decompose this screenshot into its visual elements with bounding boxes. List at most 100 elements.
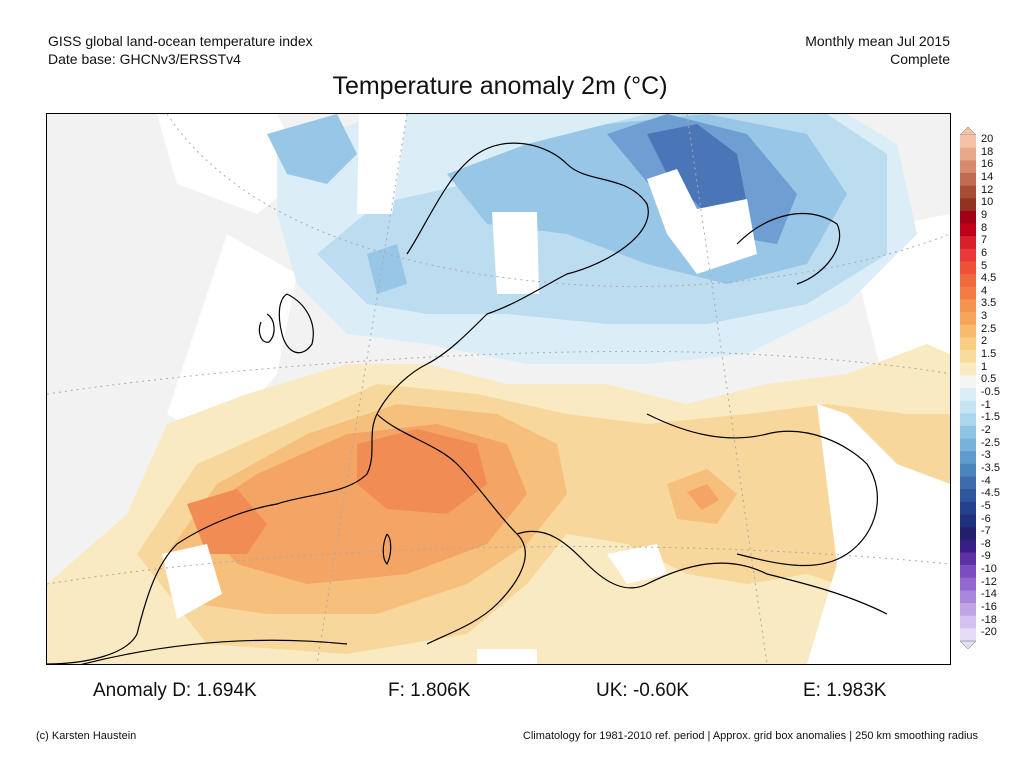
no-data-patch [477, 649, 537, 664]
cool-region-6 [267, 114, 357, 184]
colorbar-tick-label: 10 [981, 196, 994, 209]
anomaly-germany: Anomaly D: 1.694K [93, 680, 257, 701]
colorbar-swatch [960, 147, 976, 161]
colorbar-swatch [960, 375, 976, 389]
colorbar-tick-label: 20 [981, 133, 994, 145]
anomaly-france: F: 1.806K [388, 680, 471, 701]
header-left: GISS global land-ocean temperature index… [48, 32, 313, 68]
colorbar-swatch [960, 261, 976, 275]
no-data-patch [162, 544, 222, 619]
colorbar-tick-label: -1 [981, 398, 991, 411]
colorbar-tick-label: -16 [981, 601, 997, 614]
warm-region-8 [687, 484, 719, 510]
temperature-anomaly-map [46, 113, 951, 665]
colorbar-swatch [960, 210, 976, 224]
colorbar-swatch [960, 565, 976, 579]
colorbar-swatch [960, 413, 976, 427]
graticule [47, 114, 950, 664]
colorbar-tick-label: 1 [981, 360, 988, 373]
colorbar-swatch [960, 400, 976, 414]
colorbar-tick-label: -9 [981, 550, 991, 563]
map-canvas [47, 114, 950, 664]
colorbar-tick-label: 2.5 [981, 322, 997, 335]
no-data-patch [807, 404, 950, 664]
colorbar-swatch [960, 590, 976, 604]
colorbar-tick-label: 2 [981, 335, 988, 348]
colorbar-tick-label: -10 [981, 563, 997, 576]
colorbar-swatch [960, 337, 976, 351]
colorbar-tick-label: 0.5 [981, 373, 997, 386]
colorbar-swatch [960, 514, 976, 528]
colorbar-tick-label: -14 [981, 588, 997, 601]
colorbar-tick-label: 16 [981, 158, 994, 171]
colorbar-swatch [960, 501, 976, 515]
dataset-title: GISS global land-ocean temperature index [48, 33, 313, 49]
colorbar-swatch [960, 350, 976, 363]
anomaly-row: Anomaly D: 1.694K F: 1.806K UK: -0.60K E… [0, 680, 1024, 706]
no-data-patch [492, 212, 539, 294]
colorbar-tick-label: 4.5 [981, 272, 997, 285]
colorbar-tick-label: -8 [981, 537, 991, 550]
colorbar-swatch [960, 248, 976, 262]
colorbar-swatch [960, 539, 976, 553]
colorbar-swatch [960, 628, 976, 642]
colorbar-tick-label: -18 [981, 613, 997, 626]
colorbar-swatch [960, 299, 976, 313]
colorbar-tick-label: 1.5 [981, 348, 997, 361]
no-data-area [167, 234, 297, 444]
map-title: Temperature anomaly 2m (°C) [332, 72, 668, 100]
colorbar-tick-label: -2 [981, 423, 991, 436]
colorbar-tick-label: 4 [981, 284, 988, 297]
colorbar-swatch [960, 324, 976, 338]
colorbar-swatch [960, 135, 976, 148]
warm-region-6 [187, 489, 267, 554]
header-right: Monthly mean Jul 2015 Complete [805, 32, 950, 68]
colorbar-tick-label: -1.5 [981, 411, 1000, 424]
copyright: (c) Karsten Haustein [36, 730, 137, 742]
colorbar-tick-label: 3.5 [981, 297, 997, 310]
colorbar-tick-label: -4 [981, 474, 991, 487]
colorbar-swatch [960, 489, 976, 503]
colorbar-tick-label: 14 [981, 170, 994, 183]
colorbar-tick-label: -0.5 [981, 386, 1000, 398]
colorbar-swatch [960, 603, 976, 616]
colorbar-swatch [960, 274, 976, 288]
colorbar [959, 126, 977, 650]
anomaly-spain: E: 1.983K [803, 680, 887, 701]
colorbar-tick-label: 6 [981, 246, 988, 259]
colorbar-bottom-arrow [959, 640, 977, 650]
database-label: Date base: GHCNv3/ERSSTv4 [48, 51, 241, 67]
colorbar-swatch [960, 615, 976, 629]
colorbar-swatch [960, 286, 976, 300]
colorbar-swatch [960, 236, 976, 250]
colorbar-tick-label: 18 [981, 145, 994, 158]
colorbar-swatch [960, 527, 976, 541]
colorbar-swatch [960, 552, 976, 566]
no-data-patch [357, 114, 407, 214]
completeness-label: Complete [890, 51, 950, 67]
colorbar-tick-label: 12 [981, 183, 994, 196]
colorbar-top-arrow [959, 126, 977, 136]
anomaly-uk: UK: -0.60K [596, 680, 689, 701]
colorbar-tick-label: -20 [981, 626, 997, 639]
colorbar-swatch [960, 160, 976, 174]
colorbar-svg [959, 126, 977, 650]
colorbar-tick-label: -6 [981, 512, 991, 525]
colorbar-tick-label: 3 [981, 310, 988, 323]
colorbar-tick-label: 8 [981, 221, 988, 234]
colorbar-tick-label: -7 [981, 525, 991, 538]
no-data-patch [647, 169, 757, 274]
cool-region-5 [647, 124, 747, 214]
colorbar-swatch [960, 312, 976, 326]
colorbar-swatch [960, 185, 976, 199]
colorbar-swatch [960, 438, 976, 452]
colorbar-tick-label: 7 [981, 234, 988, 247]
warm-region-5 [357, 429, 487, 514]
colorbar-swatch [960, 451, 976, 465]
colorbar-tick-label: 5 [981, 259, 988, 272]
colorbar-swatch [960, 198, 976, 212]
colorbar-swatch [960, 476, 976, 490]
colorbar-tick-label: -3.5 [981, 461, 1000, 474]
colorbar-swatch [960, 425, 976, 439]
colorbar-tick-label: -5 [981, 499, 991, 512]
